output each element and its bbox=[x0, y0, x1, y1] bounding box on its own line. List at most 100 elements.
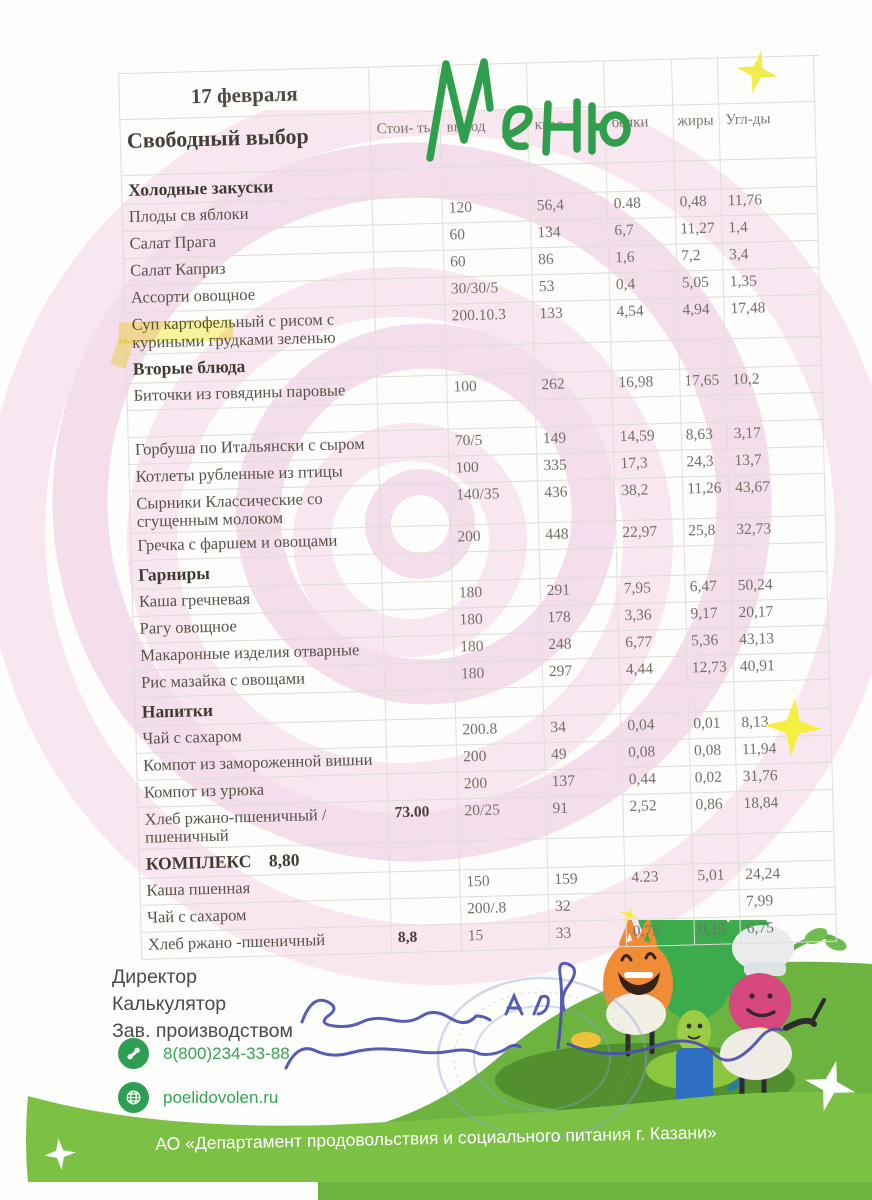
kcal-cell: 436 bbox=[537, 479, 617, 524]
output-cell: 60 bbox=[443, 221, 532, 251]
role-director: Директор bbox=[112, 966, 197, 988]
protein-cell: 1,6 bbox=[608, 244, 678, 274]
website-url: poelidovolen.ru bbox=[163, 1087, 279, 1107]
protein-cell bbox=[625, 891, 695, 921]
empty-cell bbox=[624, 835, 694, 867]
output-cell: 140/35 bbox=[449, 481, 540, 526]
kcal-cell: 53 bbox=[532, 273, 611, 303]
kcal-cell: 262 bbox=[535, 371, 613, 401]
protein-cell: 0,08 bbox=[621, 739, 691, 769]
carbs-cell: 43,13 bbox=[732, 625, 830, 656]
protein-cell: 7,95 bbox=[617, 575, 687, 605]
carbs-cell: 13,7 bbox=[728, 446, 825, 477]
handwritten-signatures bbox=[284, 961, 784, 1070]
empty-cell bbox=[674, 160, 722, 191]
kcal-cell: 297 bbox=[542, 658, 621, 688]
carbs-cell bbox=[726, 392, 824, 423]
output-cell: 60 bbox=[443, 248, 533, 278]
carbs-cell: 7,99 bbox=[739, 887, 837, 918]
fat-cell: 5,01 bbox=[693, 863, 740, 892]
phone-number: 8(800)234-33-88 bbox=[163, 1043, 290, 1063]
empty-cell bbox=[725, 336, 823, 369]
kcal-cell: 134 bbox=[531, 219, 609, 249]
output-cell: 200 bbox=[457, 770, 547, 800]
kcal-cell: 291 bbox=[540, 577, 619, 607]
kcal-cell: 133 bbox=[533, 300, 612, 345]
output-cell: 200 bbox=[456, 743, 546, 773]
carbs-cell: 43,67 bbox=[728, 473, 826, 519]
empty-cell bbox=[381, 552, 453, 584]
output-cell: 30/30/5 bbox=[444, 275, 534, 305]
fat-cell bbox=[693, 890, 741, 919]
fat-cell: 5,05 bbox=[677, 270, 725, 299]
col-header-carbs: Угл-ды bbox=[719, 101, 817, 161]
empty-cell bbox=[451, 550, 541, 582]
fat-cell: 7,2 bbox=[676, 243, 724, 272]
price-cell bbox=[381, 525, 452, 555]
empty-cell bbox=[543, 685, 622, 717]
price-cell bbox=[390, 870, 461, 900]
price-cell bbox=[372, 196, 444, 226]
kcal-cell: 49 bbox=[544, 741, 623, 771]
carbs-cell: 31,76 bbox=[736, 762, 834, 793]
output-cell: 100 bbox=[449, 454, 538, 484]
protein-cell: 4,54 bbox=[610, 298, 680, 343]
kcal-cell: 34 bbox=[544, 714, 622, 744]
protein-cell: 4,44 bbox=[619, 656, 689, 686]
empty-cell bbox=[441, 165, 531, 197]
empty-cell bbox=[730, 542, 828, 575]
kcal-cell: 335 bbox=[537, 452, 615, 482]
carbs-cell: 20,17 bbox=[732, 598, 829, 629]
empty-cell bbox=[684, 545, 732, 576]
kcal-cell: 178 bbox=[541, 604, 619, 634]
output-cell: 200.8 bbox=[456, 716, 545, 746]
empty-cell bbox=[539, 548, 618, 580]
output-cell: 20/25 bbox=[458, 797, 548, 842]
output-cell: 180 bbox=[453, 633, 543, 663]
empty-cell bbox=[738, 831, 835, 864]
price-cell bbox=[390, 897, 462, 927]
bottom-illustration bbox=[26, 920, 872, 1200]
phone-contact: 8(800)234-33-88 bbox=[118, 1038, 290, 1069]
carbs-cell: 11,94 bbox=[735, 735, 833, 766]
phone-icon bbox=[118, 1038, 149, 1069]
protein-cell: 0,04 bbox=[621, 712, 690, 742]
protein-cell: 6,77 bbox=[618, 629, 688, 659]
fat-cell: 24,3 bbox=[682, 449, 729, 478]
menu-title-handwritten bbox=[426, 58, 631, 162]
output-cell: 180 bbox=[454, 660, 544, 690]
yellow-highlight bbox=[118, 319, 234, 344]
carbs-cell: 24,24 bbox=[739, 860, 836, 891]
price-cell bbox=[373, 223, 444, 253]
empty-cell bbox=[376, 346, 448, 378]
carbs-cell: 1,4 bbox=[722, 213, 819, 244]
price-cell bbox=[386, 745, 458, 775]
protein-cell bbox=[612, 396, 682, 426]
carbs-cell: 18,84 bbox=[737, 789, 835, 835]
carbs-cell: 10,2 bbox=[726, 365, 823, 396]
empty-cell bbox=[371, 167, 443, 199]
fat-cell: 0,08 bbox=[689, 738, 737, 767]
output-cell: 180 bbox=[452, 579, 542, 609]
kcal-cell: 448 bbox=[539, 521, 617, 551]
free-choice-heading: Свободный выбор bbox=[120, 113, 372, 177]
fat-cell: 9,17 bbox=[686, 601, 733, 630]
kcal-cell: 86 bbox=[531, 246, 610, 276]
protein-cell: 22,97 bbox=[616, 519, 685, 549]
protein-cell: 4.23 bbox=[625, 864, 694, 894]
protein-cell: 3,36 bbox=[618, 602, 687, 632]
kcal-cell: 91 bbox=[546, 795, 625, 840]
empty-cell bbox=[611, 340, 681, 372]
price-cell: 73.00 bbox=[388, 799, 460, 844]
website-contact: poelidovolen.ru bbox=[118, 1082, 278, 1113]
kcal-cell: 149 bbox=[536, 425, 615, 455]
output-cell: 180 bbox=[453, 606, 542, 636]
carbs-cell: 3,17 bbox=[727, 419, 825, 450]
output-cell: 120 bbox=[442, 194, 532, 224]
kcal-cell: 137 bbox=[545, 768, 624, 798]
price-cell bbox=[387, 772, 459, 802]
menu-table-body: Холодные закуски Плоды св яблоки 120 56,4 0.… bbox=[120, 157, 843, 960]
carbs-cell: 11,76 bbox=[721, 186, 819, 217]
role-calculator: Калькулятор bbox=[112, 993, 227, 1015]
output-cell: 15 bbox=[461, 922, 551, 952]
